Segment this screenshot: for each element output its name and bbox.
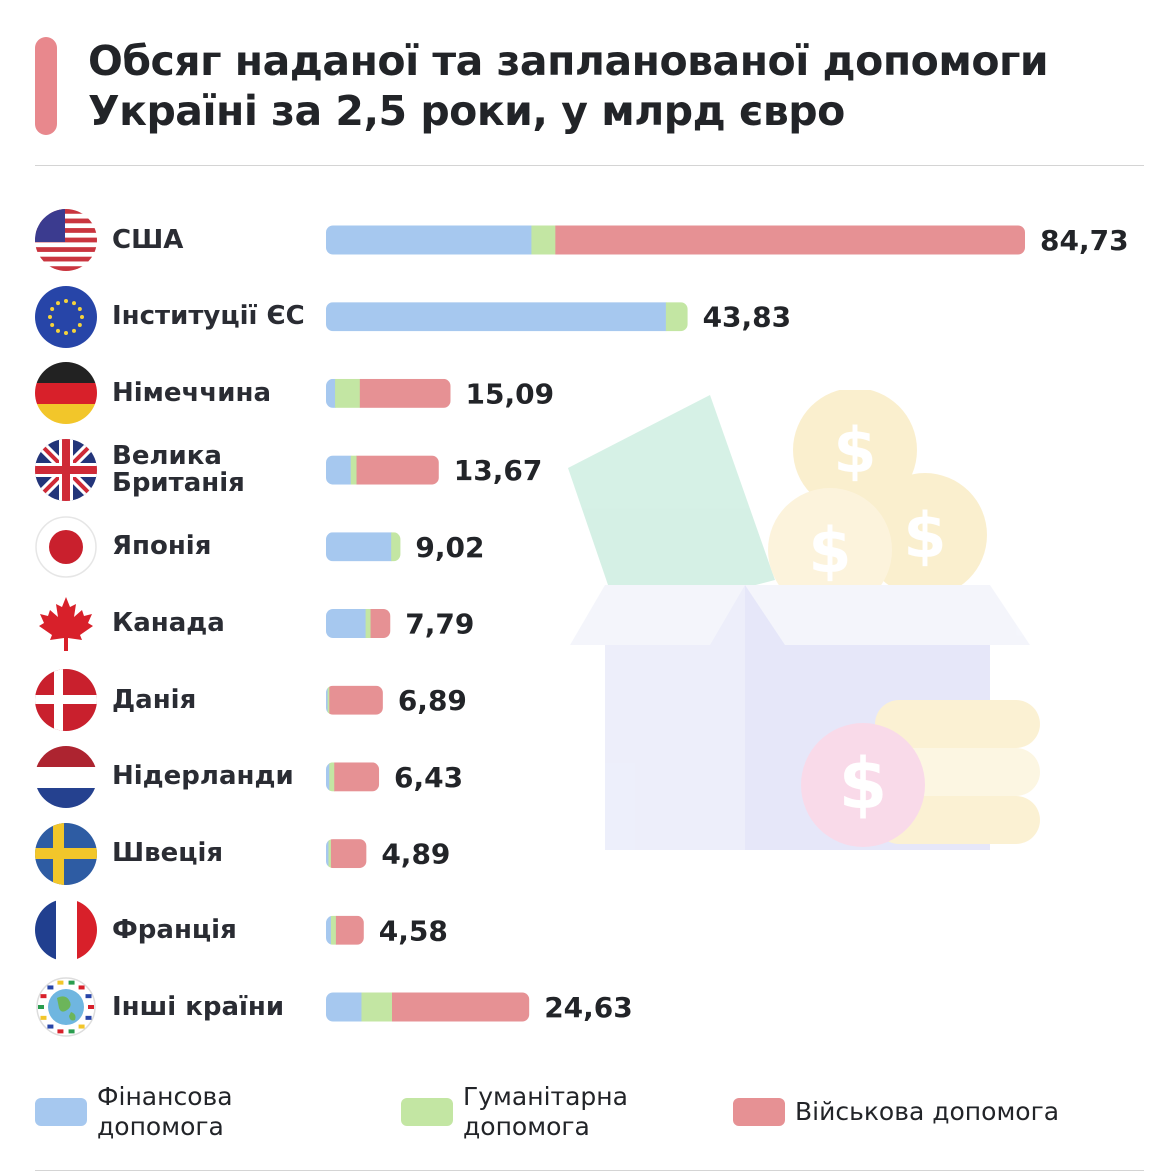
svg-text:$: $ (903, 499, 946, 572)
bar-segment (326, 839, 329, 869)
legend-item: Фінансова допомога (35, 1082, 233, 1142)
bar-segment (329, 762, 335, 792)
country-label: Швеція (112, 838, 224, 869)
chart-title-line-2: Україні за 2,5 роки, у млрд євро (88, 87, 845, 135)
value-label: 6,43 (394, 761, 463, 794)
denmark-flag-icon (35, 669, 97, 732)
bars-layer (326, 225, 1025, 1022)
value-label: 9,02 (415, 531, 484, 564)
legend-item: Військова допомога (733, 1097, 1059, 1127)
value-label: 15,09 (465, 377, 554, 410)
legend-swatch (401, 1098, 453, 1126)
legend-label: Фінансова допомога (97, 1082, 233, 1141)
bar-segment (326, 302, 667, 332)
bar-segment (327, 685, 330, 715)
canada-flag-icon (35, 593, 97, 655)
chart-title-line-1: Обсяг наданої та запланованої допомоги (88, 37, 1049, 85)
country-label: Німеччина (112, 377, 271, 408)
bar-group (326, 762, 380, 792)
bar-group (326, 839, 367, 869)
value-label: 6,89 (398, 684, 467, 717)
bar-segment (370, 609, 391, 638)
legend-item: Гуманітарна допомога (401, 1082, 628, 1142)
bar-group (326, 225, 1025, 255)
country-label: Інші країни (112, 991, 285, 1022)
bar-segment (326, 915, 332, 945)
bar-segment (350, 455, 358, 485)
sweden-flag-icon (35, 822, 97, 885)
svg-text:$: $ (833, 414, 876, 487)
chart-title: Обсяг наданої та запланованої допомоги У… (88, 36, 1148, 136)
country-label: Франція (112, 914, 237, 945)
japan-flag-icon (35, 516, 97, 578)
legend-swatch (733, 1098, 785, 1126)
bar-segment (359, 378, 451, 408)
netherlands-flag-icon (35, 745, 97, 808)
us-flag-icon (35, 209, 97, 271)
bar-segment (330, 839, 367, 869)
bar-group (326, 685, 383, 715)
globe-flags-icon (35, 976, 97, 1038)
legend-label: Військова допомога (795, 1097, 1060, 1126)
bar-segment (326, 992, 362, 1022)
bar-group (326, 609, 391, 638)
bar-segment (326, 225, 532, 255)
bar-group (326, 302, 688, 332)
svg-text:$: $ (839, 743, 888, 825)
eu-flag-icon (35, 285, 97, 348)
value-label: 7,79 (405, 608, 474, 641)
svg-text:$: $ (808, 514, 851, 587)
value-label: 4,89 (381, 838, 450, 871)
bar-segment (326, 762, 330, 792)
country-label: США (112, 224, 184, 255)
value-label: 13,67 (454, 454, 543, 487)
legend-swatch (35, 1098, 87, 1126)
bar-segment (326, 685, 329, 715)
bar-group (326, 378, 451, 408)
bar-segment (555, 225, 1025, 255)
bar-segment (326, 532, 392, 562)
bar-segment (531, 225, 556, 255)
value-label: 84,73 (1040, 224, 1129, 257)
country-label: Японія (112, 531, 212, 562)
france-flag-icon (35, 899, 97, 962)
bar-segment (326, 378, 336, 408)
bar-segment (391, 992, 530, 1022)
bar-group (326, 992, 530, 1022)
bar-segment (361, 992, 393, 1022)
value-label: 43,83 (703, 301, 792, 334)
country-label: Канада (112, 608, 225, 638)
country-label: Велика Британія (112, 441, 245, 499)
bar-group (326, 455, 439, 485)
germany-flag-icon (35, 362, 97, 425)
bar-segment (326, 455, 352, 485)
country-label: Нідерланди (112, 761, 294, 792)
bar-segment (665, 302, 688, 332)
uk-flag-icon (35, 439, 97, 502)
value-label: 4,58 (379, 914, 448, 947)
bar-group (326, 532, 401, 562)
bar-segment (330, 915, 337, 945)
money-box-illustration: $ $ $ $ (560, 388, 1060, 870)
bar-segment (356, 455, 439, 485)
bar-segment (326, 609, 367, 638)
bar-segment (328, 839, 332, 869)
country-label: Данія (112, 684, 197, 715)
value-labels: 84,73 43,83 15,09 13,67 9,02 7,79 6,89 6,43 4,89… (379, 224, 1129, 1024)
bar-group (326, 915, 364, 945)
legend-label: Гуманітарна допомога (463, 1082, 628, 1141)
money-box-icon: $ $ $ $ (568, 388, 1040, 850)
bottom-divider (35, 1170, 1144, 1171)
bar-segment (334, 762, 380, 792)
title-accent-bar (35, 37, 57, 135)
bar-segment (329, 685, 383, 715)
bar-segment (335, 378, 361, 408)
bar-segment (391, 532, 401, 562)
divider (35, 165, 1144, 166)
bar-segment (335, 915, 364, 945)
value-label: 24,63 (544, 991, 633, 1024)
country-label: Інституції ЄС (112, 301, 305, 332)
bar-segment (365, 609, 372, 638)
